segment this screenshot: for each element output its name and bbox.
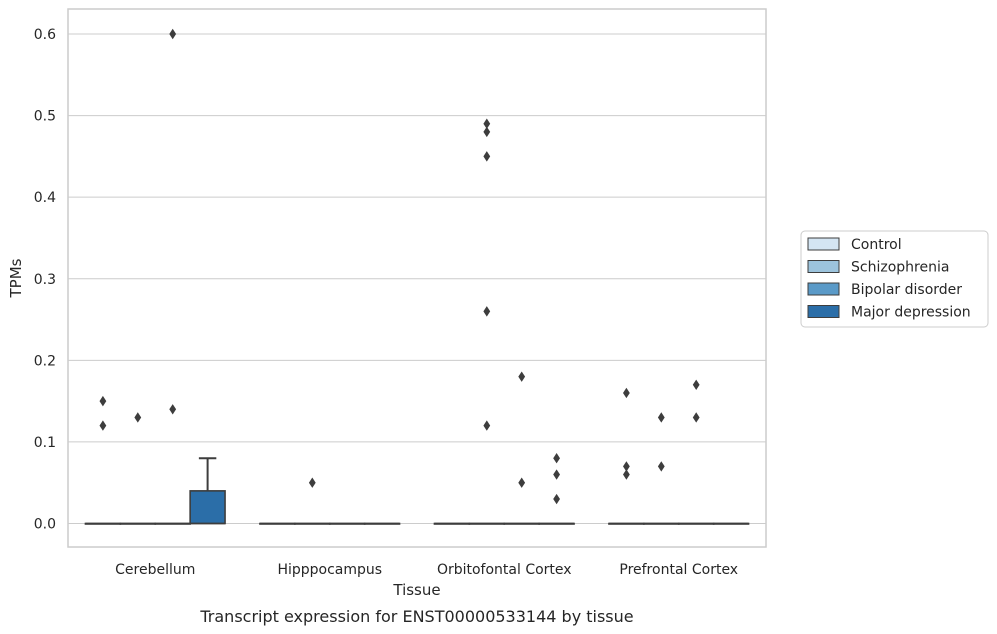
- outlier-marker: [657, 461, 665, 472]
- legend-swatch: [807, 305, 840, 318]
- box-3-3: [712, 522, 750, 525]
- x-axis-label: Tissue: [392, 581, 440, 599]
- y-tick-label: 0.6: [34, 27, 56, 43]
- legend-item: Bipolar disorder: [807, 282, 962, 298]
- box-2-3: [538, 522, 575, 525]
- x-tick-label: Cerebellum: [115, 562, 195, 578]
- outlier-marker: [134, 412, 142, 423]
- legend: Control Schizophrenia Bipolar disorder Majo…: [800, 230, 989, 328]
- x-tick-label: Hipppocampus: [277, 562, 382, 578]
- box-1-1: [294, 522, 331, 525]
- legend-swatch: [807, 237, 840, 251]
- chart-caption: Transcript expression for ENST0000053314…: [199, 607, 633, 626]
- y-tick-label: 0.2: [34, 353, 56, 369]
- outlier-points: [99, 28, 700, 505]
- outlier-marker: [518, 477, 526, 488]
- x-tick-label: Prefrontal Cortex: [619, 562, 738, 578]
- legend-label: Bipolar disorder: [851, 282, 962, 298]
- y-axis-ticks: 0.0 0.1 0.2 0.3 0.4 0.5 0.6: [34, 27, 56, 533]
- legend-label: Schizophrenia: [851, 260, 949, 276]
- outlier-marker: [623, 387, 630, 399]
- box-2-2: [503, 522, 540, 525]
- box-3-2: [677, 522, 715, 525]
- legend-frame: [800, 230, 989, 328]
- outlier-marker: [99, 420, 107, 431]
- outlier-marker: [657, 412, 665, 423]
- box-1-0: [259, 522, 296, 525]
- box-2-1: [468, 522, 506, 525]
- outlier-marker: [308, 477, 316, 488]
- y-tick-label: 0.4: [34, 190, 56, 206]
- y-tick-label: 0.0: [34, 517, 56, 533]
- outlier-marker: [553, 469, 560, 480]
- outlier-marker: [692, 379, 700, 391]
- box-0-2: [154, 522, 191, 525]
- y-axis-label: TPMs: [7, 258, 25, 298]
- outlier-marker: [623, 461, 630, 472]
- legend-item: Schizophrenia: [807, 260, 949, 276]
- legend-label: Control: [851, 237, 902, 253]
- box-body: [189, 490, 226, 525]
- outlier-marker: [692, 412, 700, 423]
- box-1-3: [363, 522, 401, 525]
- legend-swatch: [807, 260, 840, 273]
- box-series: [84, 457, 750, 525]
- outlier-marker: [483, 306, 491, 317]
- legend-label: Major depression: [851, 305, 971, 321]
- x-tick-label: Orbitofontal Cortex: [437, 562, 572, 578]
- outlier-marker: [518, 371, 526, 382]
- box-3-1: [643, 522, 680, 525]
- plot-background: [68, 9, 766, 547]
- outlier-marker: [553, 493, 560, 505]
- box-0-1: [119, 522, 157, 525]
- legend-item: Major depression: [807, 305, 971, 321]
- box-0-3: [189, 457, 226, 525]
- y-tick-label: 0.5: [34, 109, 56, 125]
- outlier-marker: [99, 395, 107, 407]
- outlier-marker: [169, 404, 177, 415]
- box-3-0: [608, 522, 645, 525]
- legend-swatch: [807, 282, 840, 296]
- outlier-marker: [483, 420, 491, 431]
- outlier-marker: [483, 126, 491, 138]
- y-tick-label: 0.1: [34, 435, 56, 451]
- outlier-marker: [483, 118, 491, 129]
- legend-item: Control: [807, 237, 902, 253]
- outlier-marker: [483, 151, 491, 162]
- outlier-marker: [623, 469, 630, 480]
- box-2-0: [433, 522, 471, 525]
- box-0-0: [84, 522, 122, 525]
- y-tick-label: 0.3: [34, 272, 56, 288]
- box-1-2: [328, 522, 366, 525]
- outlier-marker: [169, 28, 177, 40]
- outlier-marker: [553, 453, 560, 464]
- plot-frame: [67, 8, 767, 548]
- x-axis-ticks: Cerebellum Hipppocampus Orbitofontal Corte…: [115, 562, 738, 578]
